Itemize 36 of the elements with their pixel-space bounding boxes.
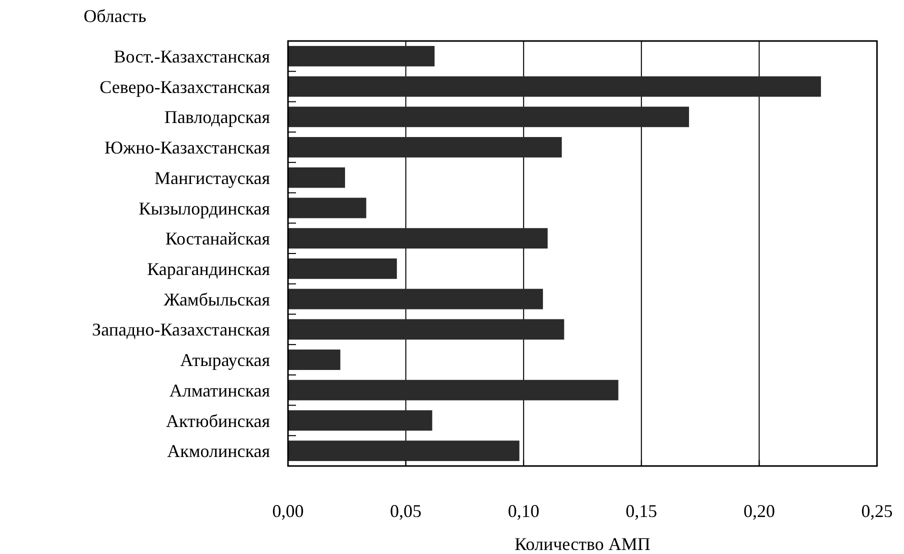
- bar: [288, 440, 520, 462]
- y-tick-label: Атырауская: [180, 350, 270, 370]
- bar: [288, 258, 397, 279]
- y-tick-label: Западно-Казахстанская: [92, 320, 270, 340]
- bar: [288, 288, 543, 310]
- y-tick-label: Карагандинская: [147, 258, 270, 279]
- x-tick-label: 0,20: [743, 501, 775, 521]
- x-axis-title: Количество АМП: [514, 534, 650, 554]
- y-tick-label: Южно-Казахстанская: [104, 138, 270, 158]
- y-tick-label: Вост.-Казахстанская: [114, 46, 270, 66]
- x-tick-label: 0,10: [508, 501, 540, 521]
- y-tick-label: Павлодарская: [164, 107, 270, 128]
- x-tick-label: 0,00: [272, 501, 304, 521]
- bar: [288, 319, 564, 340]
- y-tick-label: Акмолинская: [167, 441, 270, 462]
- bar: [288, 106, 690, 128]
- bar: [288, 380, 618, 400]
- bar: [288, 76, 821, 97]
- x-tick-label: 0,25: [861, 501, 893, 521]
- bar: [288, 228, 548, 249]
- bar: [288, 137, 562, 158]
- bar: [288, 167, 346, 188]
- y-tick-label: Актюбинская: [166, 410, 270, 431]
- y-axis-title: Область: [84, 6, 146, 26]
- x-tick-label: 0,15: [626, 501, 658, 521]
- y-tick-label: Кызылординская: [138, 198, 270, 218]
- x-tick-label: 0,05: [390, 501, 422, 521]
- y-tick-label: Северо-Казахстанская: [100, 76, 270, 97]
- y-tick-label: Костанайская: [165, 228, 270, 249]
- y-tick-label: Алматинская: [169, 380, 270, 400]
- y-tick-label: Мангистауская: [154, 168, 270, 188]
- bar: [288, 46, 435, 66]
- y-tick-label: Жамбыльская: [164, 289, 270, 310]
- bar: [288, 410, 432, 431]
- bar: [288, 198, 366, 218]
- bar: [288, 350, 340, 370]
